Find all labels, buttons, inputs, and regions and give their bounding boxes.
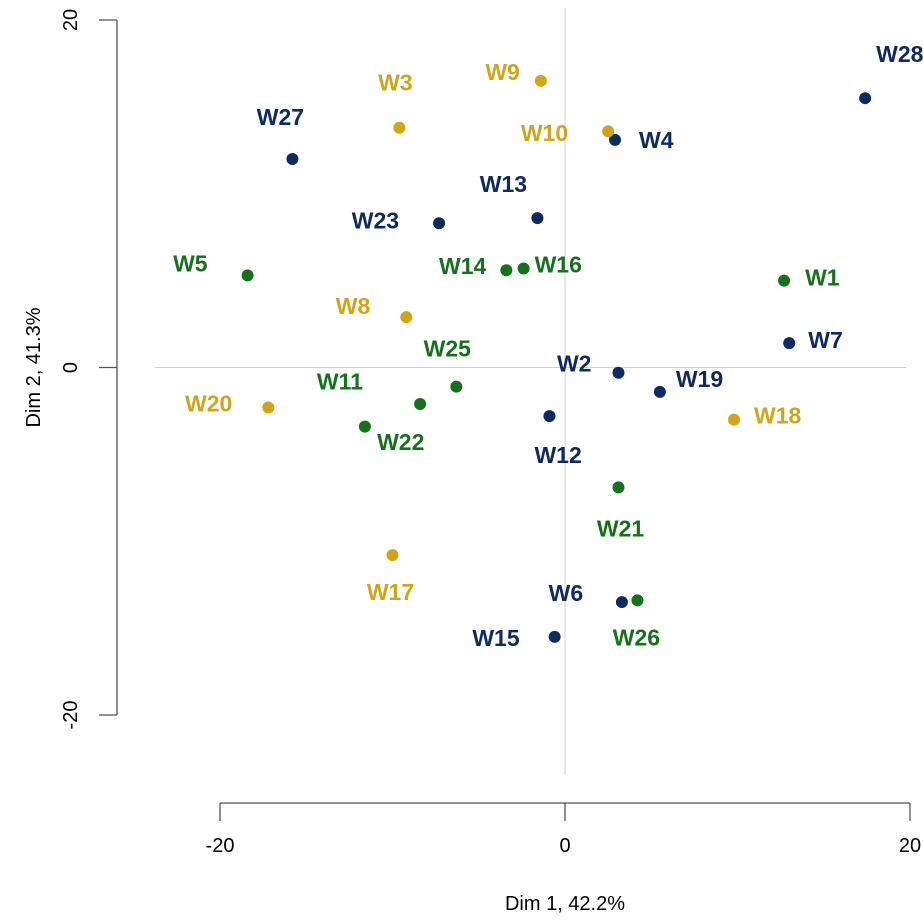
point-label-w20: W20 [185, 390, 232, 416]
point-label-w1: W1 [805, 265, 840, 291]
y-axis-title: Dim 2, 41.3% [23, 307, 45, 427]
point-w8 [400, 311, 413, 324]
point-label-w19: W19 [676, 366, 723, 392]
point-label-w25: W25 [424, 336, 472, 362]
point-w13 [531, 212, 544, 225]
point-label-w7: W7 [808, 327, 843, 353]
point-w7 [783, 337, 796, 350]
point-w9 [534, 74, 547, 87]
point-w6 [615, 596, 628, 609]
point-w12 [543, 410, 556, 423]
point-label-w17: W17 [367, 579, 414, 605]
point-w3 [393, 121, 406, 134]
point-label-w9: W9 [485, 59, 520, 85]
point-label-w12: W12 [534, 442, 581, 468]
y-tick-label: -20 [60, 701, 82, 730]
point-w22 [414, 397, 427, 410]
point-label-w6: W6 [549, 580, 584, 606]
point-w17 [386, 549, 399, 562]
point-w26 [631, 594, 644, 607]
point-label-w21: W21 [597, 515, 645, 541]
y-tick-label: 0 [60, 362, 82, 373]
point-label-w10: W10 [521, 120, 568, 146]
point-label-w5: W5 [173, 250, 208, 276]
point-w19 [653, 385, 666, 398]
point-label-w3: W3 [378, 70, 413, 96]
point-label-w16: W16 [535, 251, 582, 277]
x-tick-label: -20 [206, 835, 235, 857]
point-label-w4: W4 [639, 127, 674, 153]
point-label-w27: W27 [257, 104, 304, 130]
point-w28 [859, 92, 872, 105]
y-tick-label: 20 [60, 9, 82, 31]
x-axis: -20 0 20 [206, 802, 921, 857]
reference-lines [155, 8, 907, 775]
point-w10 [602, 125, 615, 138]
point-label-w2: W2 [557, 351, 592, 377]
point-label-w13: W13 [480, 171, 527, 197]
point-w14 [500, 264, 513, 277]
point-w20 [262, 401, 275, 414]
data-points [241, 74, 872, 643]
point-w23 [433, 217, 446, 230]
point-label-w11: W11 [317, 369, 363, 395]
point-w18 [728, 413, 741, 426]
x-tick-label: 20 [899, 835, 921, 857]
point-w2 [612, 366, 625, 379]
point-w11 [358, 420, 371, 433]
point-w16 [517, 262, 530, 275]
point-w1 [778, 274, 791, 287]
point-w21 [612, 481, 625, 494]
point-label-w28: W28 [876, 41, 923, 67]
point-w4 [609, 133, 622, 146]
point-label-w26: W26 [613, 624, 660, 650]
point-w15 [548, 630, 561, 643]
x-axis-title: Dim 1, 42.2% [505, 893, 625, 915]
y-axis: -20 0 20 [60, 9, 118, 730]
point-label-w22: W22 [377, 429, 424, 455]
point-w25 [450, 380, 463, 393]
x-tick-label: 0 [559, 835, 570, 857]
point-label-w23: W23 [352, 207, 399, 233]
point-labels: W1 W2 W3 W4 W5 W6 W7 W8 W9 W10 W11 W12 W13 W14 W15 W16 W… [173, 41, 923, 651]
point-label-w14: W14 [439, 253, 487, 279]
point-label-w8: W8 [336, 293, 371, 319]
point-label-w18: W18 [754, 403, 802, 429]
point-label-w15: W15 [472, 625, 520, 651]
point-w27 [286, 153, 299, 165]
point-w5 [241, 269, 254, 282]
